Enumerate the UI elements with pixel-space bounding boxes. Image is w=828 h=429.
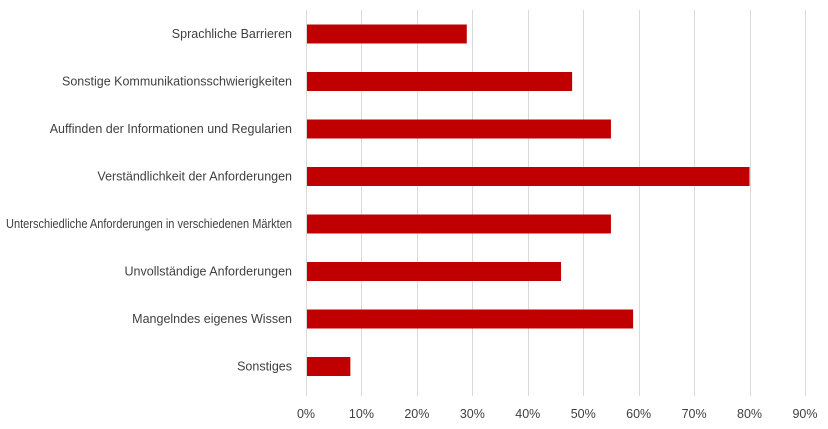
x-axis-tick-labels: 0% 10% 20% 30% 40% 50% 60% 70% 80% 90%	[297, 407, 818, 421]
bar	[307, 167, 750, 186]
gridlines	[306, 10, 806, 396]
bar	[307, 72, 573, 91]
category-label: Unvollständige Anforderungen	[125, 265, 293, 279]
x-tick-label: 40%	[515, 407, 540, 421]
bar	[307, 357, 351, 376]
bar	[307, 214, 611, 234]
x-tick-label: 70%	[682, 407, 707, 421]
category-label: Sonstiges	[237, 360, 292, 374]
bars	[307, 24, 750, 376]
category-label: Mangelndes eigenes Wissen	[132, 312, 292, 326]
x-tick-label: 80%	[737, 407, 762, 421]
category-label: Verständlichkeit der Anforderungen	[97, 170, 292, 184]
category-label: Sonstige Kommunikationsschwierigkeiten	[62, 75, 292, 89]
x-tick-label: 30%	[460, 407, 485, 421]
category-label: Sprachliche Barrieren	[172, 27, 292, 41]
x-tick-label: 20%	[404, 407, 429, 421]
category-labels: Sprachliche Barrieren Sonstige Kommunikat…	[6, 27, 292, 374]
x-tick-label: 60%	[626, 407, 651, 421]
category-label: Unterschiedliche Anforderungen in versch…	[6, 217, 292, 231]
bar	[307, 24, 467, 44]
x-tick-label: 90%	[792, 407, 817, 421]
category-label: Auffinden der Informationen und Regulari…	[50, 122, 292, 136]
x-tick-label: 10%	[349, 407, 374, 421]
x-tick-label: 0%	[297, 407, 315, 421]
bar	[307, 262, 562, 281]
bar	[307, 119, 611, 139]
bar	[307, 309, 634, 329]
x-tick-label: 50%	[571, 407, 596, 421]
